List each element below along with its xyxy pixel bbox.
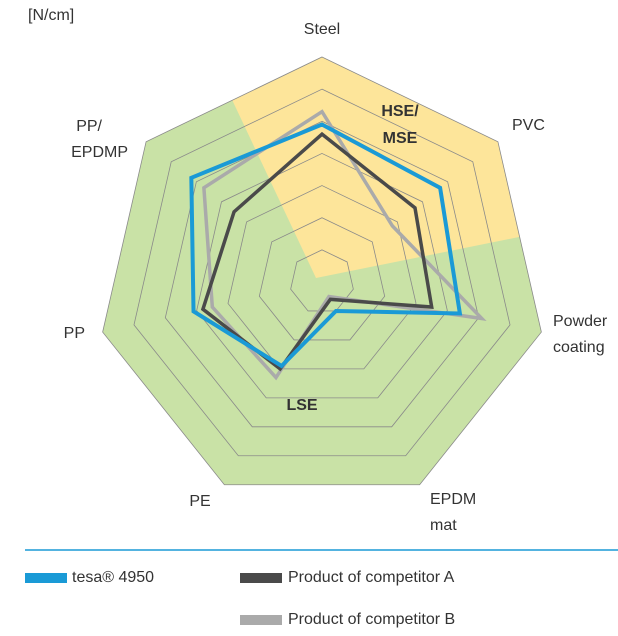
axis-label-line: EPDM: [430, 491, 476, 508]
axis-label-line: coating: [553, 339, 605, 356]
zone-label: LSE: [286, 397, 317, 414]
legend-label: Product of competitor B: [288, 611, 455, 628]
axis-label-line: Powder: [553, 313, 608, 330]
legend-swatch: [25, 573, 67, 583]
unit-label: [N/cm]: [28, 7, 74, 24]
zone-label-line: HSE/: [381, 103, 419, 120]
axis-label-line: EPDMP: [71, 144, 128, 161]
zone-label: HSE/MSE: [381, 103, 419, 147]
axis-label: PP: [64, 325, 85, 342]
legend-swatch: [240, 615, 282, 625]
axis-label: PE: [189, 493, 210, 510]
zone-label-line: MSE: [383, 130, 418, 147]
axis-label: PVC: [512, 117, 545, 134]
axis-label: Steel: [304, 21, 340, 38]
grid-ring: [196, 152, 448, 399]
axis-label: Powder coating: [553, 313, 608, 356]
grid-ring: [133, 88, 511, 457]
legend-swatch: [240, 573, 282, 583]
axis-label-line: PP/: [76, 118, 102, 135]
series-line: [200, 131, 434, 372]
axis-label: EPDM mat: [430, 491, 476, 534]
axis-label-line: mat: [430, 517, 457, 534]
grid-ring: [258, 217, 386, 341]
zone-hse: [232, 57, 520, 278]
background: [102, 56, 542, 486]
axis-label: PP/EPDMP: [71, 118, 128, 161]
series-line: [189, 122, 463, 369]
grid-ring: [102, 56, 542, 486]
legend-label: Product of competitor A: [288, 569, 455, 586]
legend-label: tesa® 4950: [72, 569, 154, 586]
